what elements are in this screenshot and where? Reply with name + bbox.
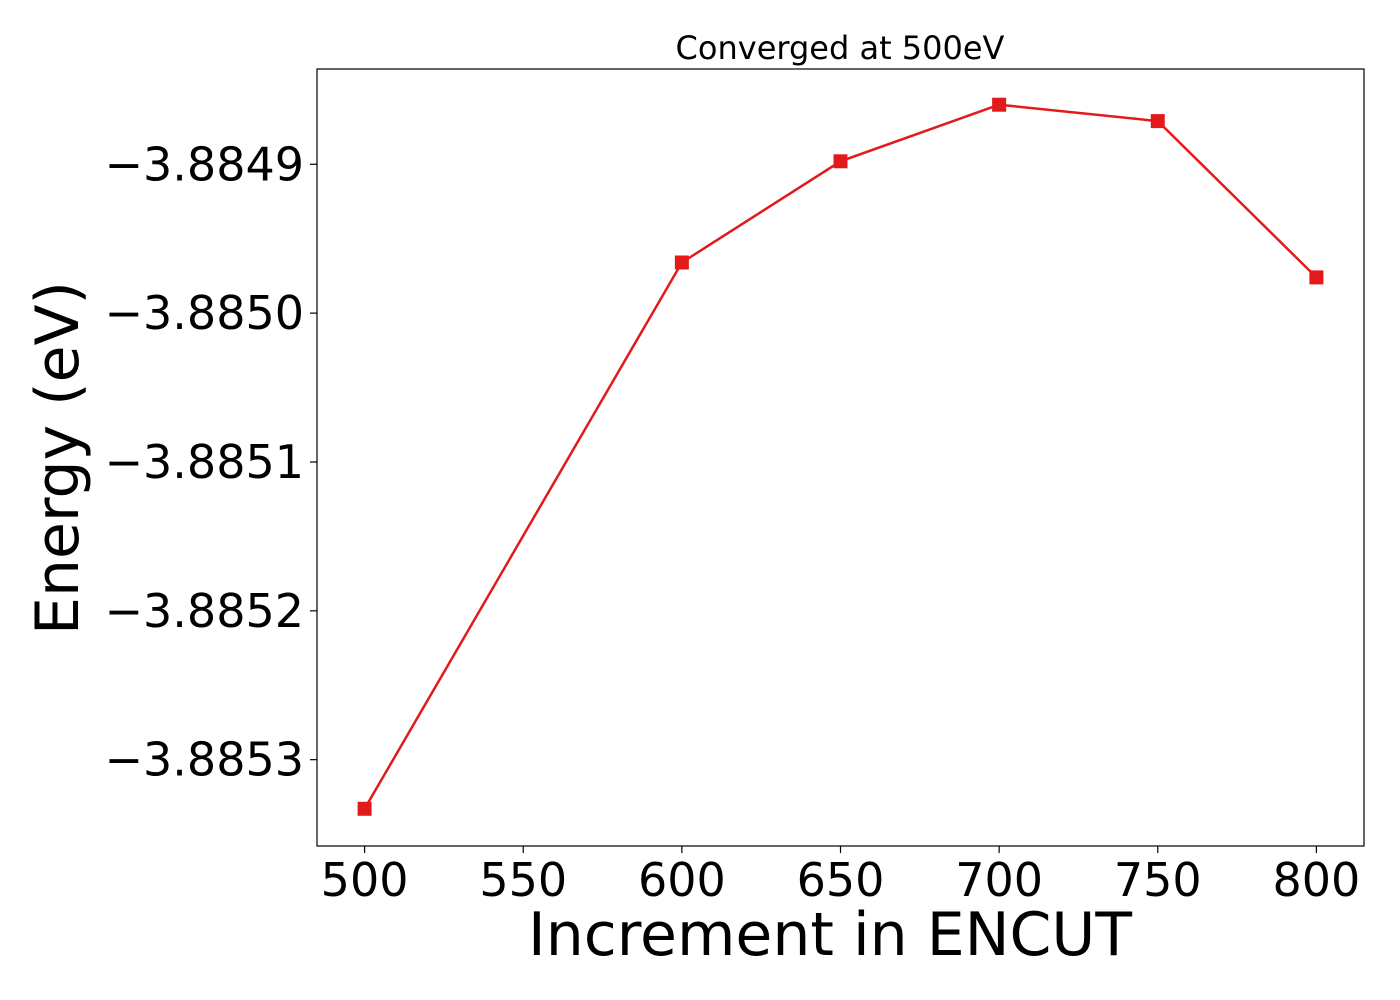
x-axis-label: Increment in ENCUT bbox=[528, 900, 1132, 970]
y-tick-label: −3.8851 bbox=[105, 435, 305, 489]
y-axis-label: Energy (eV) bbox=[23, 281, 93, 635]
data-point-marker bbox=[357, 801, 372, 816]
y-tick-label: −3.8852 bbox=[105, 584, 305, 638]
y-tick-label: −3.8850 bbox=[105, 286, 305, 340]
data-point-marker bbox=[1309, 270, 1324, 285]
chart-title: Converged at 500eV bbox=[676, 29, 1005, 67]
data-point-marker bbox=[992, 97, 1007, 112]
y-tick-label: −3.8849 bbox=[105, 137, 305, 191]
x-tick-label: 600 bbox=[638, 853, 726, 907]
x-tick-label: 750 bbox=[1114, 853, 1202, 907]
x-tick-label: 800 bbox=[1273, 853, 1361, 907]
data-point-marker bbox=[674, 255, 689, 270]
x-axis-ticks: 500 550 600 650 700 750 800 bbox=[321, 846, 1361, 907]
x-tick-label: 650 bbox=[797, 853, 885, 907]
x-tick-label: 500 bbox=[321, 853, 409, 907]
y-tick-label: −3.8853 bbox=[105, 733, 305, 787]
y-axis-ticks: −3.8849 −3.8850 −3.8851 −3.8852 −3.8853 bbox=[105, 137, 317, 787]
plot-series bbox=[357, 97, 1324, 816]
plot-frame bbox=[316, 68, 1365, 847]
data-point-marker bbox=[833, 154, 848, 169]
x-tick-label: 550 bbox=[479, 853, 567, 907]
data-point-marker bbox=[1150, 114, 1165, 129]
series-line bbox=[363, 103, 1318, 810]
x-tick-label: 700 bbox=[955, 853, 1043, 907]
